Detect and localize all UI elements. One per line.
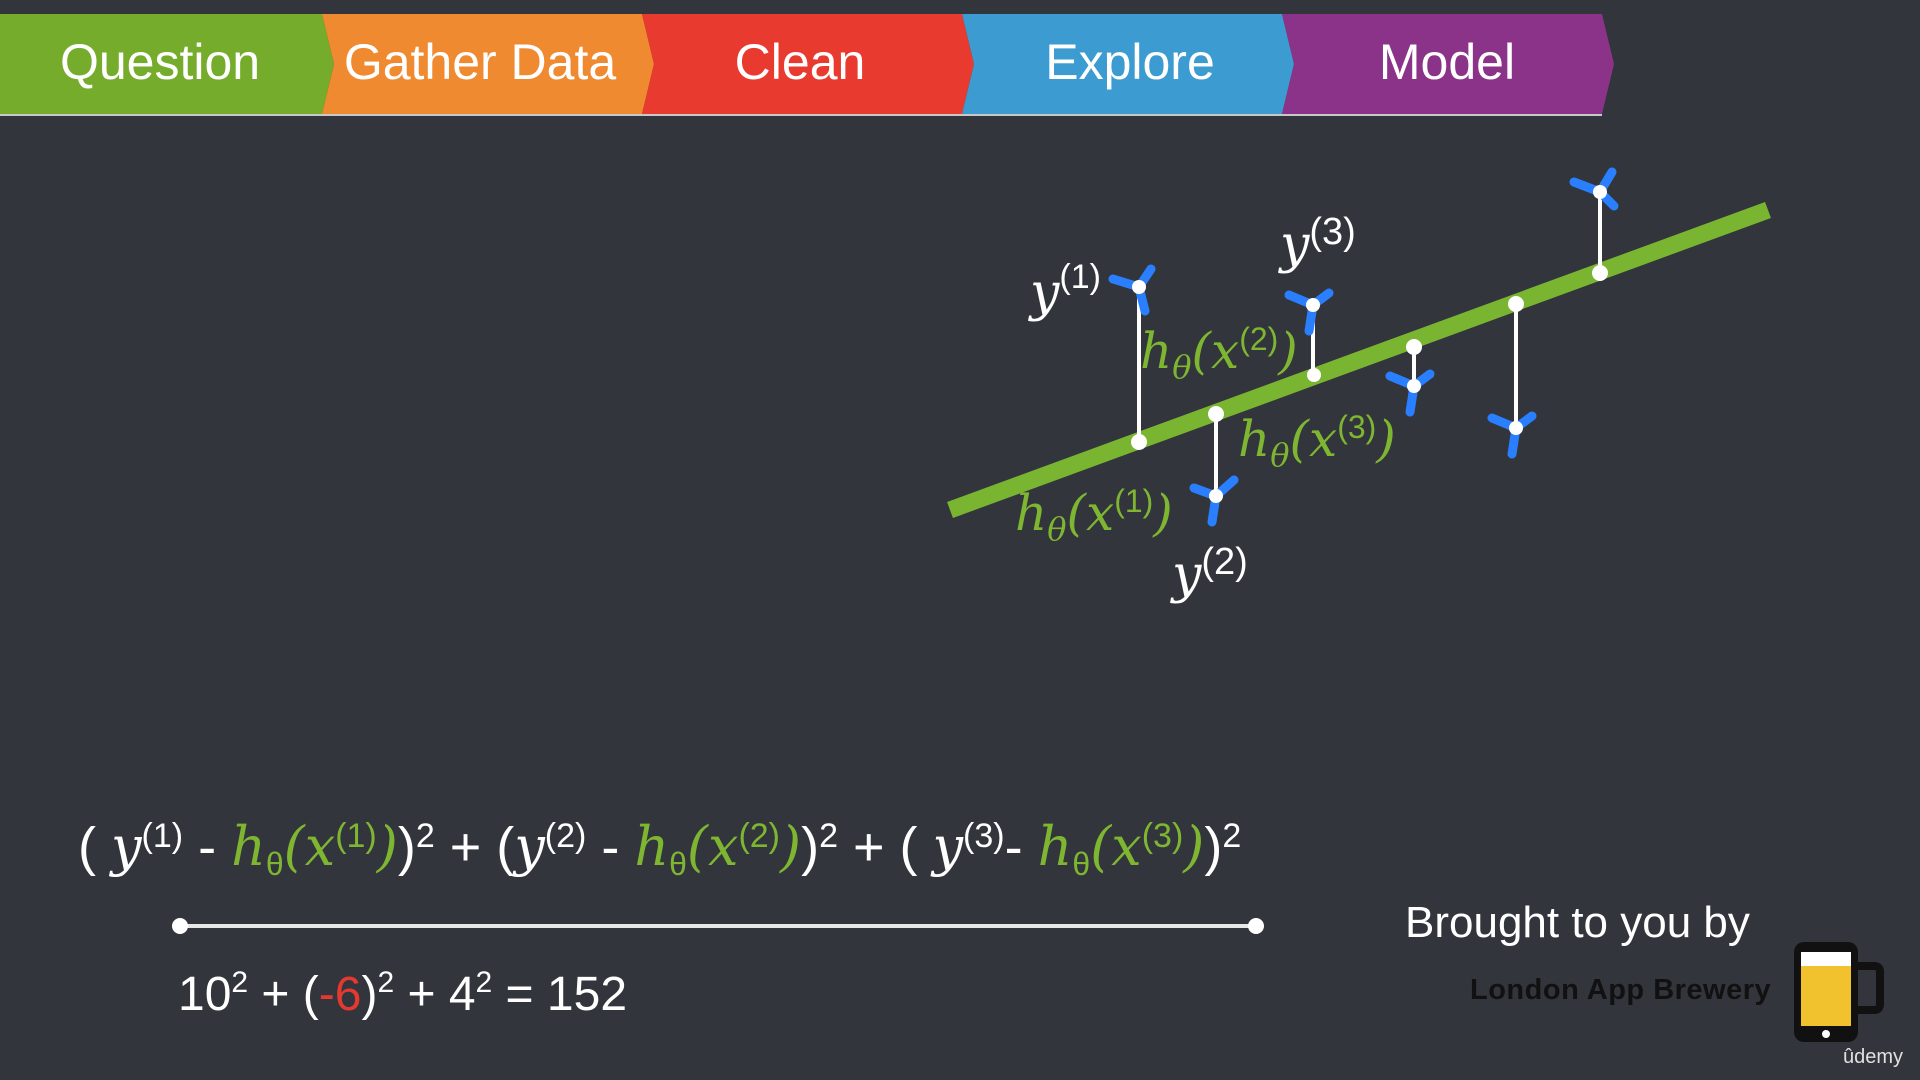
divider-end-left xyxy=(172,918,188,934)
stage-label-explore: Explore xyxy=(1045,34,1215,90)
label-y1: y(1) xyxy=(1028,258,1101,323)
stage-label-model: Model xyxy=(1379,34,1515,90)
computed-result: 102 + (-6)2 + 42 = 152 xyxy=(178,966,628,1021)
label-h-theta-x3: hθ(x(3)) xyxy=(1238,409,1396,474)
regression-line xyxy=(947,202,1771,518)
brand-name: London App Brewery xyxy=(1470,974,1772,1006)
data-point-5 xyxy=(1487,411,1537,459)
label-h-theta-x1: hθ(x(1)) xyxy=(1015,483,1173,548)
stage-clean xyxy=(642,14,974,114)
stage-question xyxy=(0,14,334,114)
data-point-4 xyxy=(1385,369,1435,417)
squared-error-formula: ( y(1) - hθ(x(1)))2 + (y(2) - hθ(x(2)))2… xyxy=(78,815,1242,882)
fraction-divider xyxy=(180,924,1256,928)
prediction-marker xyxy=(1592,265,1608,281)
stage-gather-data xyxy=(322,14,654,114)
prediction-marker xyxy=(1508,296,1524,312)
stage-model xyxy=(1282,14,1614,114)
point-marker xyxy=(1209,489,1223,503)
prediction-marker xyxy=(1406,339,1422,355)
regression-residuals-diagram: y(1) y(2) y(3) hθ(x(1)) hθ(x(2)) hθ(x(3)… xyxy=(947,167,1771,605)
process-stages-bar: Question Gather Data Clean Explore Model xyxy=(0,14,1614,116)
udemy-watermark: ûdemy xyxy=(1843,1046,1904,1068)
prediction-marker xyxy=(1307,368,1321,382)
point-marker xyxy=(1509,421,1523,435)
label-h-theta-x2: hθ(x(2)) xyxy=(1140,321,1298,386)
stage-label-question: Question xyxy=(60,34,260,90)
point-marker xyxy=(1593,185,1607,199)
prediction-marker xyxy=(1131,434,1147,450)
stage-label-clean: Clean xyxy=(735,34,866,90)
point-marker xyxy=(1132,280,1146,294)
divider-end-right xyxy=(1248,918,1264,934)
prediction-marker xyxy=(1208,406,1224,422)
point-marker xyxy=(1306,298,1320,312)
phone-beer-logo xyxy=(1794,942,1884,1042)
stage-explore xyxy=(962,14,1294,114)
point-marker xyxy=(1407,379,1421,393)
label-y2: y(2) xyxy=(1170,541,1248,605)
label-y3: y(3) xyxy=(1278,211,1356,275)
brought-to-you-by: Brought to you by xyxy=(1405,898,1750,947)
stage-label-gather-data: Gather Data xyxy=(344,34,617,90)
